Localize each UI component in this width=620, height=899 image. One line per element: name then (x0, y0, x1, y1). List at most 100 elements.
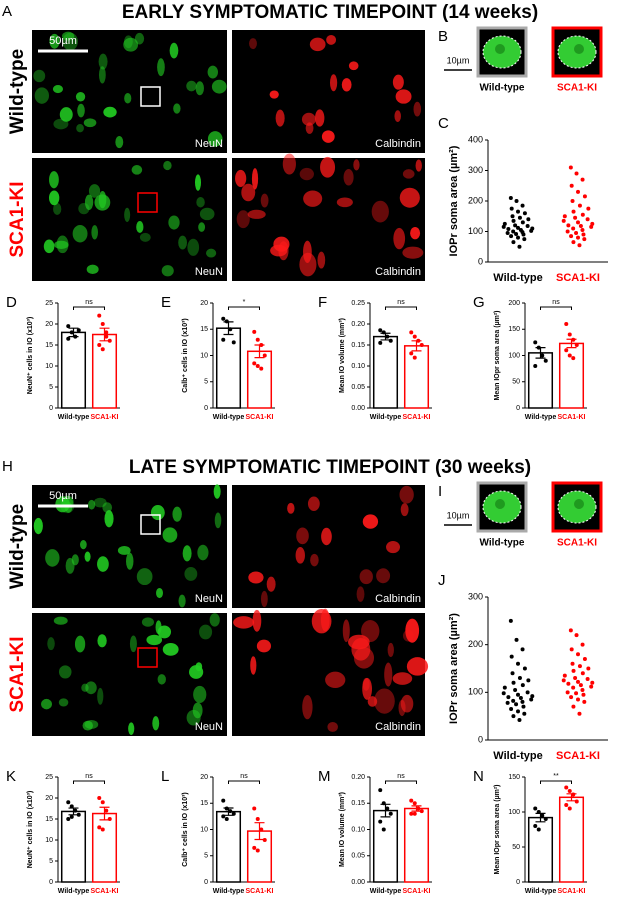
y-tick-label: 25 (45, 300, 53, 307)
cell (374, 688, 395, 714)
inset-label: SCA1-KI (557, 83, 597, 94)
y-tick-label: 0.05 (351, 853, 365, 860)
cell (207, 65, 218, 79)
data-point (578, 683, 583, 688)
data-point (385, 806, 390, 811)
cell (310, 553, 319, 567)
cell (156, 587, 163, 599)
inset-label: Wild-type (480, 83, 525, 94)
data-point (73, 808, 78, 813)
cell (305, 122, 314, 134)
data-point (582, 656, 587, 661)
data-point (76, 812, 81, 817)
cell (97, 687, 104, 705)
data-point (571, 704, 576, 709)
cell (327, 721, 338, 732)
data-point (580, 212, 585, 217)
data-point (569, 695, 574, 700)
data-point (571, 226, 576, 231)
cell (186, 80, 197, 92)
cell (301, 112, 316, 126)
data-point (585, 217, 590, 222)
data-point (577, 203, 582, 208)
panel-letter: H (2, 458, 13, 475)
cell (134, 32, 145, 45)
data-point (574, 633, 579, 638)
data-point (252, 361, 257, 366)
y-tick-label: 300 (468, 591, 483, 601)
y-tick-label: 10 (45, 837, 53, 844)
data-point (526, 217, 531, 222)
data-point (511, 229, 516, 234)
data-point (577, 243, 582, 248)
data-point (262, 838, 267, 842)
cell (315, 109, 325, 127)
cell (415, 159, 422, 172)
cell (196, 197, 205, 208)
cell (317, 251, 326, 269)
cell (81, 683, 89, 692)
data-point (378, 340, 383, 345)
cell (49, 33, 60, 49)
significance-bracket (228, 306, 260, 310)
x-tick-label: SCA1-KI (245, 888, 273, 895)
data-point (388, 811, 393, 816)
row-label: SCA1-KI (7, 181, 28, 257)
data-point (511, 680, 516, 685)
data-point (221, 316, 226, 321)
cell (241, 183, 256, 202)
data-point (577, 664, 582, 669)
y-tick-label: 100 (508, 352, 520, 359)
cell (342, 619, 350, 643)
data-point (514, 637, 519, 642)
data-point (522, 711, 527, 716)
y-tick-label: 0 (204, 405, 208, 412)
y-tick-label: 0.05 (351, 384, 365, 391)
cell (178, 594, 186, 608)
data-point (581, 692, 586, 697)
cell (192, 702, 203, 719)
x-tick-label: Wild-type (58, 888, 90, 895)
data-point (564, 803, 569, 807)
data-point (514, 702, 519, 707)
cell (266, 576, 276, 592)
cell (172, 506, 182, 522)
cell (186, 709, 201, 726)
x-tick-label: Wild-type (58, 414, 90, 421)
data-point (505, 700, 510, 705)
stain-label: NeuN (195, 721, 223, 733)
data-point (385, 334, 390, 339)
cell (282, 153, 296, 175)
data-point (569, 647, 574, 652)
row-label: Wild-type (7, 504, 28, 589)
stain-label: NeuN (195, 138, 223, 150)
x-tick-label: Wild-type (213, 888, 245, 895)
scale-label: 50µm (49, 35, 77, 47)
data-point (508, 195, 513, 200)
y-tick-label: 15 (45, 342, 53, 349)
y-tick-label: 100 (468, 687, 483, 697)
y-tick-label: 25 (45, 774, 53, 781)
panel-letter: M (318, 768, 331, 785)
data-point (521, 232, 526, 237)
data-point (561, 678, 566, 683)
y-axis-label: IOPr soma area (µm²) (448, 613, 460, 724)
inset-nucleus (574, 44, 584, 54)
cell (405, 618, 420, 643)
data-point (536, 810, 541, 814)
data-point (409, 330, 414, 335)
cell (88, 184, 101, 198)
bar (403, 345, 430, 409)
cell (197, 544, 209, 561)
cell (187, 238, 200, 256)
y-tick-label: 0.20 (351, 774, 365, 781)
data-point (589, 224, 594, 229)
data-point (567, 332, 572, 337)
stain-label: NeuN (195, 266, 223, 278)
cell (395, 89, 412, 104)
cell (104, 510, 114, 528)
data-point (516, 709, 520, 714)
data-point (381, 801, 386, 806)
data-point (571, 356, 576, 361)
